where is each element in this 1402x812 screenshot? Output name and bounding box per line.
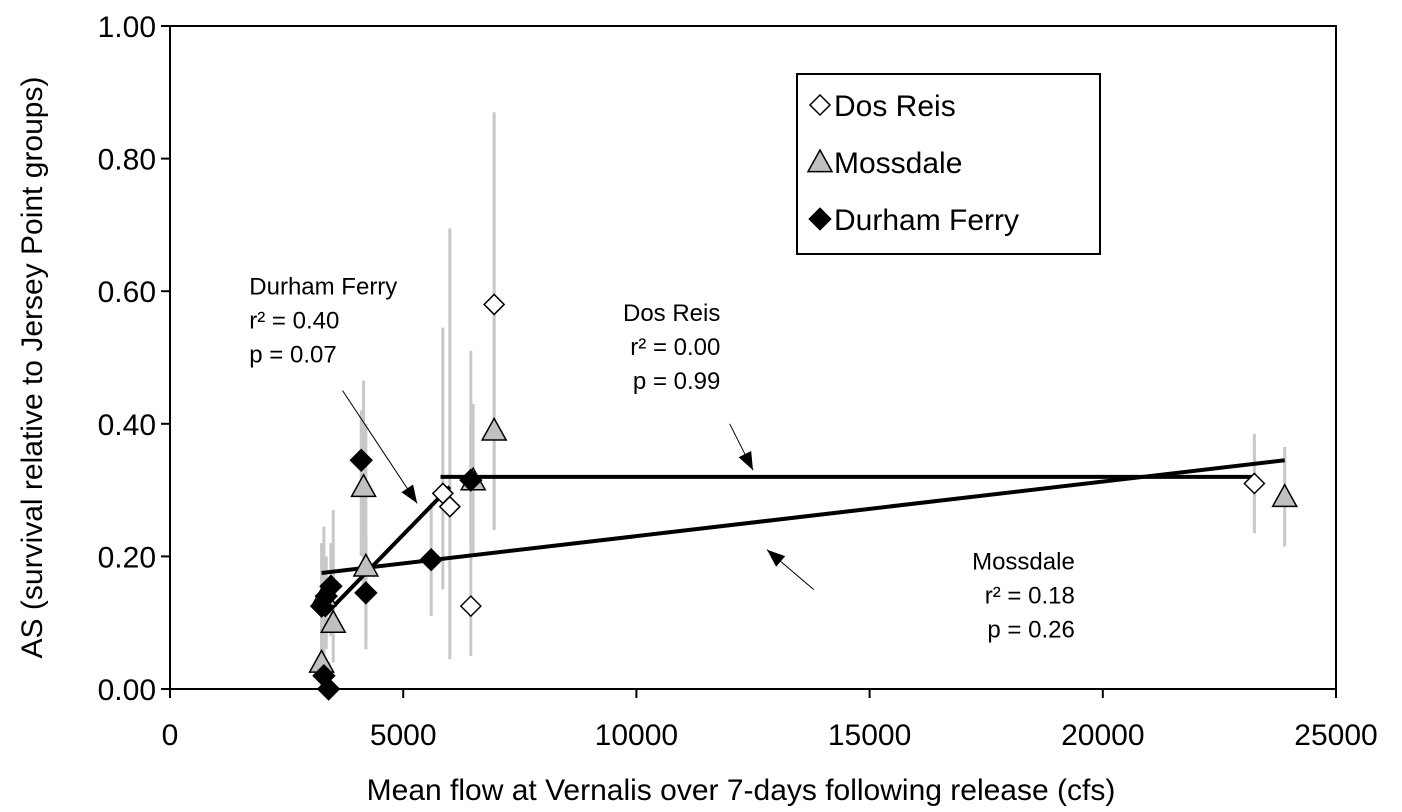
y-axis-title: AS (survival relative to Jersey Point gr… — [16, 77, 49, 659]
durham-ferry-point — [349, 448, 373, 472]
legend: Dos Reis Mossdale Durham Ferry — [796, 73, 1101, 255]
annotations: Durham Ferry r² = 0.40 p = 0.07 Dos Reis r² … — [249, 274, 1075, 644]
durham-ferry-point — [459, 468, 483, 492]
durham-ferry-point — [354, 581, 378, 605]
annotation-arrow-line — [342, 390, 418, 504]
x-tick-label: 10000 — [595, 719, 678, 752]
annotation-arrow-head — [738, 450, 753, 471]
regression-lines — [321, 458, 1285, 618]
annotation-text: r² = 0.18 — [985, 583, 1075, 610]
annotation-arrow-head — [401, 484, 418, 504]
x-tick-label: 20000 — [1061, 719, 1144, 752]
y-tick-label: 0.40 — [98, 409, 156, 442]
axes: 0.00 0.20 0.40 0.60 0.80 1.00 0 5000 10000 15000 2… — [16, 11, 1378, 807]
mossdale-point — [480, 416, 508, 441]
x-tick-label: 5000 — [370, 719, 437, 752]
dos-reis-point — [438, 495, 461, 518]
legend-marker — [808, 207, 832, 231]
annotation-text: Dos Reis — [623, 300, 720, 327]
x-tick-label: 25000 — [1294, 719, 1377, 752]
mossdale-point — [319, 609, 347, 634]
durham-ferry-point — [419, 548, 443, 572]
legend-label: Dos Reis — [834, 90, 956, 123]
y-tick-label: 0.20 — [98, 541, 156, 574]
mossdale-fit-line — [321, 458, 1285, 575]
x-tick-label: 15000 — [828, 719, 911, 752]
dos-reis-point — [459, 595, 482, 618]
annotation-text: p = 0.99 — [633, 368, 720, 395]
annotation-text: r² = 0.40 — [249, 308, 339, 335]
durham-ferry-point — [319, 574, 343, 598]
data-points — [308, 293, 1298, 701]
mossdale-point — [1271, 483, 1298, 508]
annotation-text: r² = 0.00 — [630, 334, 720, 361]
legend-marker — [808, 93, 832, 117]
legend-marker — [806, 148, 834, 173]
x-tick-label: 0 — [162, 719, 179, 752]
annotation-text: Durham Ferry — [249, 274, 397, 301]
y-tick-label: 1.00 — [98, 11, 156, 44]
dos-reis-point — [483, 293, 506, 316]
legend-label: Durham Ferry — [834, 204, 1019, 237]
y-tick-label: 0.80 — [98, 144, 156, 177]
durham-ferry-fit-line — [322, 485, 452, 618]
x-axis-title: Mean flow at Vernalis over 7-days follow… — [367, 774, 1116, 807]
y-tick-label: 0.00 — [98, 674, 156, 707]
y-tick-label: 0.60 — [98, 276, 156, 309]
plot-frame — [169, 25, 1337, 690]
annotation-text: p = 0.07 — [249, 342, 336, 369]
dos-reis-point — [1243, 472, 1266, 495]
mossdale-point — [352, 552, 380, 577]
annotation-text: p = 0.26 — [987, 617, 1074, 644]
annotation-arrow-head — [766, 549, 786, 567]
mossdale-point — [350, 473, 377, 498]
legend-label: Mossdale — [834, 147, 962, 180]
legend-box — [796, 73, 1101, 255]
annotation-text: Mossdale — [972, 549, 1075, 576]
